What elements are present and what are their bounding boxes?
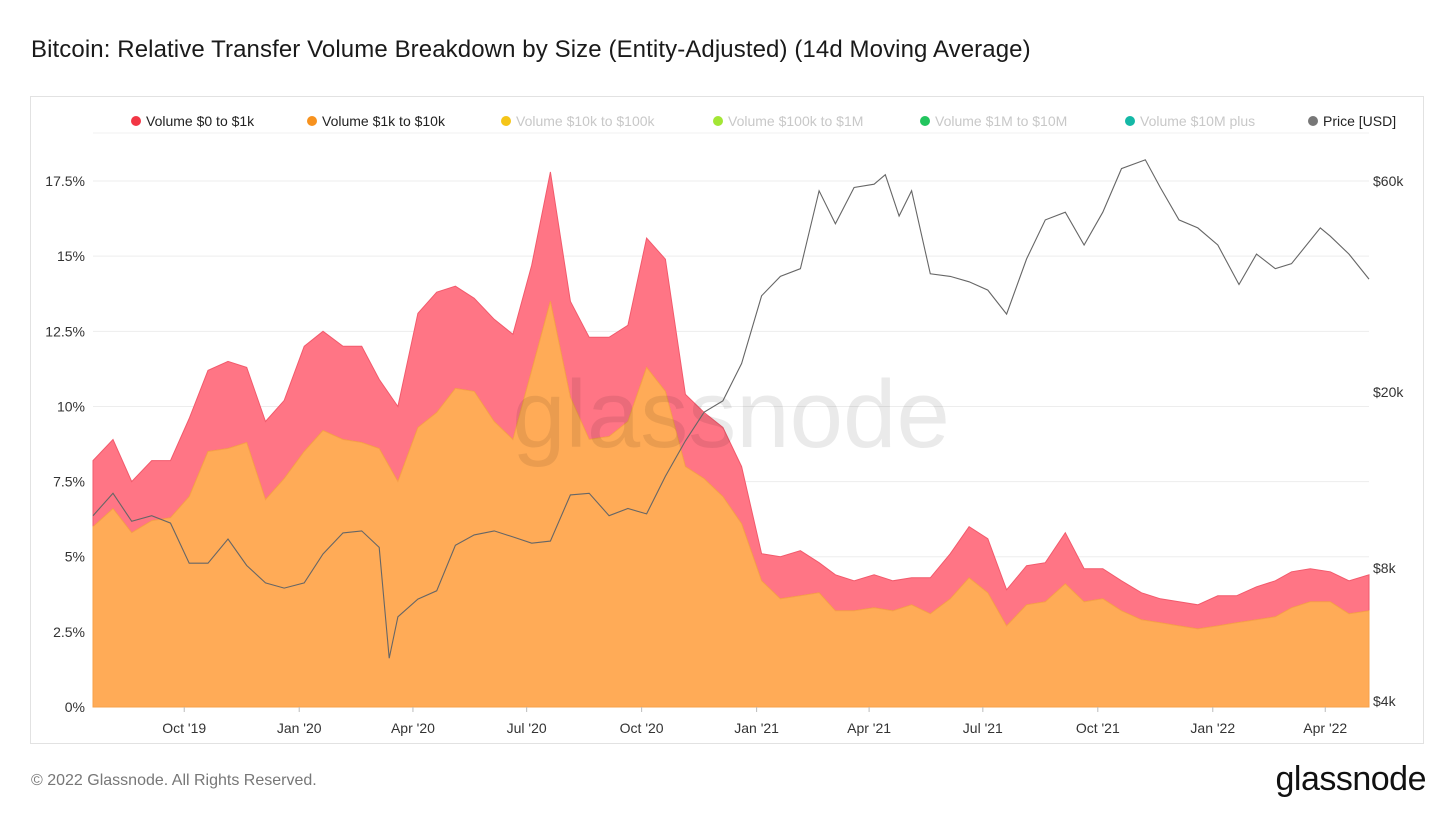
x-tick-label: Oct '19	[162, 720, 206, 736]
chart-frame: 0% 2.5% 5% 7.5% 10% 12.5% 15% 17.5% glassnode $4k…	[30, 96, 1424, 744]
copyright-footer: © 2022 Glassnode. All Rights Reserved.	[31, 772, 317, 789]
y-right-tick-label: $60k	[1373, 173, 1404, 189]
y-tick-label: 2.5%	[53, 624, 85, 640]
legend-item[interactable]: Volume $1k to $10k	[307, 113, 446, 129]
legend-item[interactable]: Volume $100k to $1M	[713, 113, 863, 129]
chart-svg: 0% 2.5% 5% 7.5% 10% 12.5% 15% 17.5% glassnode $4k…	[45, 113, 1404, 736]
y-right-tick-label: $8k	[1373, 560, 1397, 576]
legend-label: Volume $10k to $100k	[516, 113, 656, 129]
legend-label: Volume $1M to $10M	[935, 113, 1067, 129]
x-tick-label: Jan '22	[1190, 720, 1235, 736]
legend-label: Volume $100k to $1M	[728, 113, 863, 129]
x-tick-label: Oct '21	[1076, 720, 1120, 736]
legend-marker	[307, 116, 317, 126]
y-tick-label: 5%	[65, 549, 85, 565]
glassnode-logo: glassnode	[1275, 760, 1426, 798]
y-right-tick-label: $4k	[1373, 693, 1397, 709]
y-tick-label: 10%	[57, 398, 85, 414]
x-tick-label: Jan '21	[734, 720, 779, 736]
legend-item[interactable]: Volume $0 to $1k	[131, 113, 255, 129]
y-tick-label: 12.5%	[45, 323, 85, 339]
x-tick-label: Apr '22	[1303, 720, 1347, 736]
y-tick-label: 15%	[57, 248, 85, 264]
x-tick-label: Apr '21	[847, 720, 891, 736]
legend-label: Volume $1k to $10k	[322, 113, 446, 129]
legend-item[interactable]: Volume $10M plus	[1125, 113, 1255, 129]
legend-marker	[501, 116, 511, 126]
y-tick-label: 0%	[65, 699, 85, 715]
legend-marker	[713, 116, 723, 126]
legend-marker	[1125, 116, 1135, 126]
y-tick-label: 7.5%	[53, 474, 85, 490]
legend-marker	[1308, 116, 1318, 126]
y-tick-label: 17.5%	[45, 173, 85, 189]
legend-marker	[131, 116, 141, 126]
legend-marker	[920, 116, 930, 126]
chart-title: Bitcoin: Relative Transfer Volume Breakd…	[31, 36, 1031, 63]
x-tick-label: Jul '20	[507, 720, 547, 736]
watermark: glassnode	[512, 361, 950, 468]
series-line-price	[92, 159, 1370, 659]
y-right-tick-label: $20k	[1373, 384, 1404, 400]
legend-item[interactable]: Volume $10k to $100k	[501, 113, 656, 129]
x-tick-label: Apr '20	[391, 720, 435, 736]
legend-label: Volume $0 to $1k	[146, 113, 255, 129]
x-tick-label: Oct '20	[620, 720, 664, 736]
series-area-volume-1k-10k	[92, 301, 1370, 708]
legend-item[interactable]: Price [USD]	[1308, 113, 1396, 129]
legend-label: Volume $10M plus	[1140, 113, 1255, 129]
x-tick-label: Jul '21	[963, 720, 1003, 736]
x-tick-label: Jan '20	[277, 720, 322, 736]
legend-item[interactable]: Volume $1M to $10M	[920, 113, 1067, 129]
legend-label: Price [USD]	[1323, 113, 1396, 129]
